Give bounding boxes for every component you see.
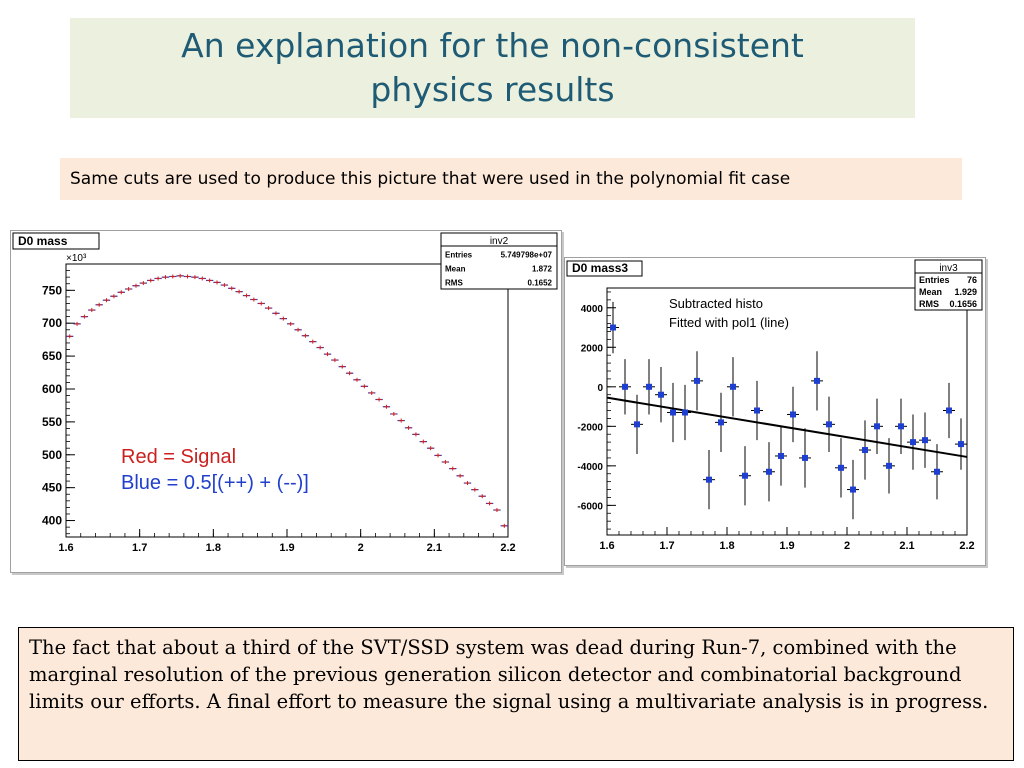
title-box: An explanation for the non-consistent ph…: [70, 18, 915, 118]
stats-label: RMS: [919, 299, 939, 309]
x-tick-label: 2.2: [500, 542, 515, 554]
data-point: [910, 439, 916, 446]
slide-title: An explanation for the non-consistent ph…: [181, 26, 804, 109]
x-tick-label: 1.7: [132, 542, 147, 554]
chart-title: D0 mass3: [572, 261, 628, 275]
chart-title-box: [566, 260, 643, 277]
y-tick-label: -4000: [577, 462, 603, 473]
d0-mass-plot-panel: D0 mass 1.6 1.7 1.8 1.9 2 2.1 2.2 400 450 500 550 60…: [10, 230, 562, 573]
x-tick-label: 2: [358, 542, 364, 554]
x-tick-label: 2.1: [427, 542, 442, 554]
y-tick-label: 550: [42, 415, 62, 429]
chart-title: D0 mass: [18, 234, 68, 248]
data-point: [874, 423, 880, 430]
explanation-text: The fact that about a third of the SVT/S…: [29, 636, 989, 713]
data-point: [946, 407, 952, 414]
chart-title-box: [12, 232, 100, 250]
data-point: [958, 441, 964, 448]
x-tick-label: 1.6: [599, 540, 614, 552]
data-point: [634, 421, 640, 428]
data-point: [658, 391, 664, 398]
stats-box: [440, 232, 558, 290]
stats-label: Entries: [919, 275, 950, 285]
y-tick-label: 650: [42, 349, 62, 363]
stats-box-name: inv3: [939, 263, 958, 274]
x-tick-label: 1.7: [659, 540, 674, 552]
y-tick-label: -2000: [577, 422, 603, 433]
data-point: [646, 383, 652, 390]
data-point: [730, 383, 736, 390]
stats-value: 1.872: [532, 265, 553, 274]
y-tick-label: -6000: [577, 501, 603, 512]
annotation-line-1: Subtracted histo: [669, 296, 763, 311]
data-point: [610, 324, 616, 331]
y-tick-label: 750: [42, 283, 62, 297]
stats-box-name: inv2: [490, 236, 509, 247]
data-point: [754, 407, 760, 414]
y-tick-label: 500: [42, 448, 62, 462]
data-point: [826, 421, 832, 428]
data-point: [814, 377, 820, 384]
stats-label: Mean: [445, 265, 466, 274]
explanation-box: The fact that about a third of the SVT/S…: [18, 627, 1014, 761]
data-point: [922, 437, 928, 444]
stats-value: 0.1656: [949, 299, 977, 309]
y-tick-label: 0: [597, 383, 603, 394]
x-tick-label: 2: [844, 540, 850, 552]
data-point: [694, 377, 700, 384]
x-tick-label: 1.8: [719, 540, 734, 552]
subtitle-box: Same cuts are used to produce this pictu…: [60, 158, 962, 200]
data-point: [790, 411, 796, 418]
stats-value: 0.1652: [528, 279, 553, 288]
x-tick-label: 1.6: [58, 542, 73, 554]
data-point: [886, 462, 892, 469]
d0-mass3-plot-panel: D0 mass3 1.6 1.7 1.8 1.9 2 2.1 2.2 -6000 -4000 -20…: [564, 257, 986, 566]
legend-background: Blue = 0.5[(++) + (--)]: [121, 472, 309, 494]
data-point: [898, 423, 904, 430]
y-tick-label: 400: [42, 514, 62, 528]
d0-mass-chart: D0 mass 1.6 1.7 1.8 1.9 2 2.1 2.2 400 450 500 550 60…: [12, 232, 558, 554]
data-point: [718, 419, 724, 426]
x-tick-label: 1.8: [206, 542, 221, 554]
legend-signal: Red = Signal: [121, 446, 236, 468]
data-point: [766, 468, 772, 475]
data-point: [682, 409, 688, 416]
data-point: [802, 454, 808, 461]
y-tick-label: 600: [42, 382, 62, 396]
data-point: [862, 447, 868, 454]
x-tick-label: 1.9: [279, 542, 294, 554]
data-point: [742, 472, 748, 479]
stats-label: Mean: [919, 287, 942, 297]
y-tick-label: 4000: [581, 304, 604, 315]
stats-label: RMS: [445, 279, 463, 288]
stats-box: [914, 259, 983, 311]
data-point: [778, 452, 784, 459]
y-tick-label: 450: [42, 481, 62, 495]
data-point: [850, 486, 856, 493]
data-point: [934, 468, 940, 475]
data-point: [838, 464, 844, 471]
pol1-fit-line: [606, 396, 968, 458]
y-tick-label: 700: [42, 316, 62, 330]
annotation-line-2: Fitted with pol1 (line): [669, 315, 789, 330]
plot-frame: [65, 263, 509, 538]
stats-value: 5.749798e+07: [501, 251, 553, 260]
y-multiplier-label: ×10³: [66, 253, 87, 264]
d0-mass3-chart: D0 mass3 1.6 1.7 1.8 1.9 2 2.1 2.2 -6000 -4000 -20…: [566, 259, 983, 552]
x-tick-label: 2.1: [899, 540, 914, 552]
slide-subtitle: Same cuts are used to produce this pictu…: [70, 169, 791, 189]
data-point: [706, 476, 712, 483]
stats-value: 1.929: [954, 287, 977, 297]
stats-label: Entries: [445, 251, 473, 260]
x-tick-label: 2.2: [959, 540, 974, 552]
x-tick-label: 1.9: [779, 540, 794, 552]
data-point: [622, 383, 628, 390]
y-tick-label: 2000: [581, 343, 604, 354]
data-point: [670, 409, 676, 416]
stats-value: 76: [967, 275, 977, 285]
